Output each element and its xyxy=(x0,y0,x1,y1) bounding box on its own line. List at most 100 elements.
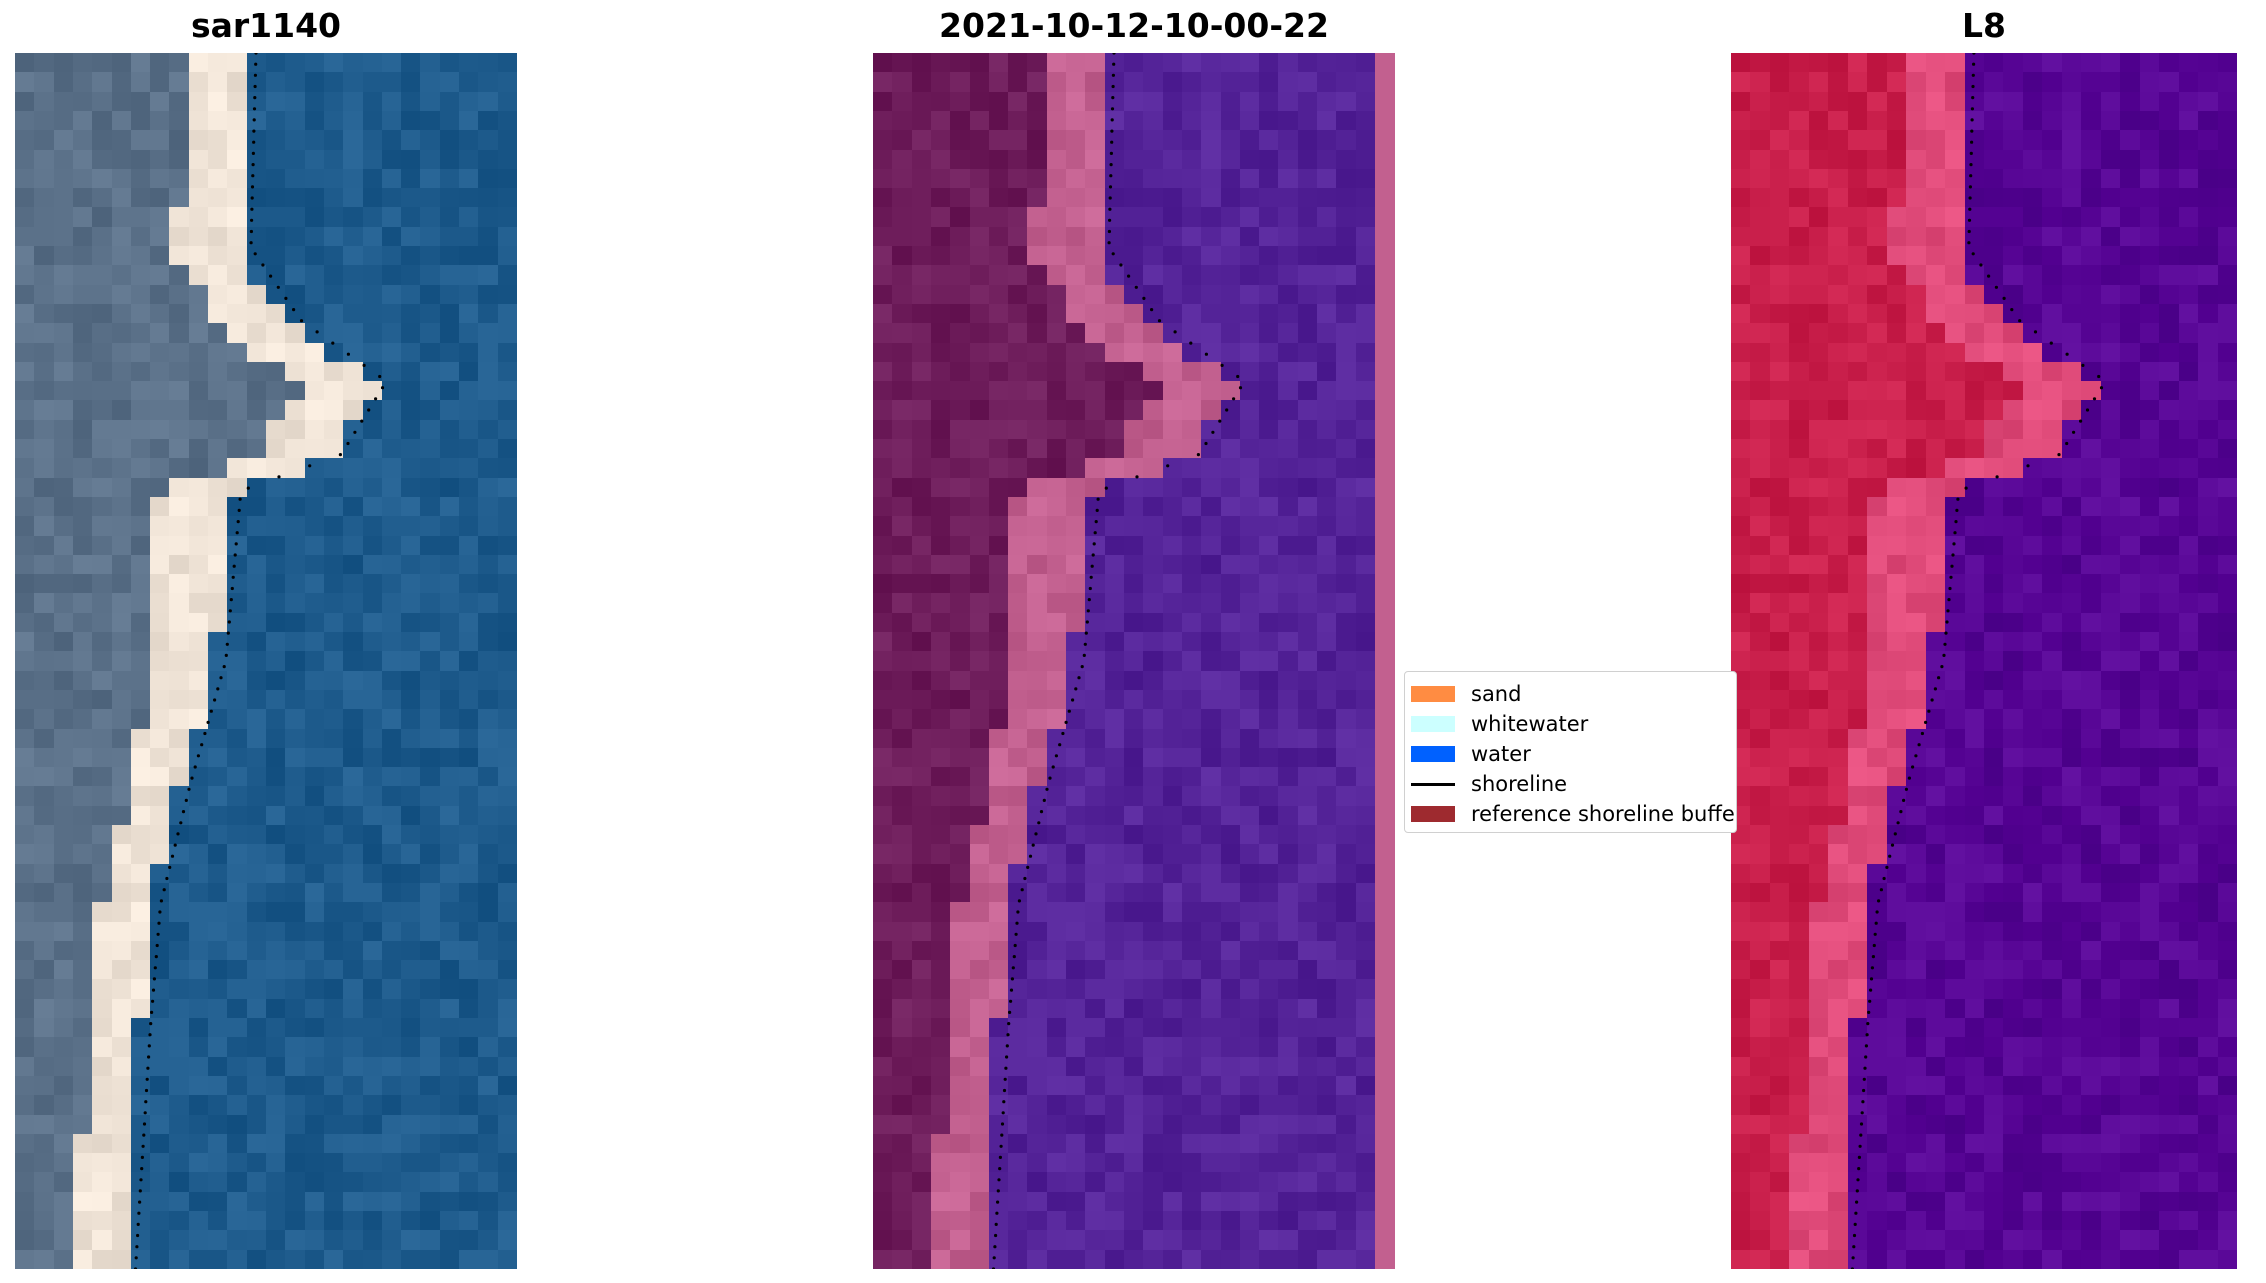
image-pixel xyxy=(53,593,73,613)
image-pixel xyxy=(1336,863,1356,883)
image-pixel xyxy=(285,72,305,92)
image-pixel xyxy=(2198,960,2218,980)
image-pixel xyxy=(1355,805,1375,826)
image-pixel xyxy=(1085,940,1105,961)
image-pixel xyxy=(1336,439,1356,459)
image-pixel xyxy=(930,979,951,999)
image-pixel xyxy=(1847,265,1868,285)
image-pixel xyxy=(1750,226,1770,247)
image-pixel xyxy=(2217,844,2237,864)
shoreline-dot xyxy=(196,754,200,758)
image-pixel xyxy=(15,612,35,633)
image-pixel xyxy=(892,53,912,73)
image-pixel xyxy=(130,168,151,189)
image-pixel xyxy=(1259,1056,1279,1076)
image-pixel xyxy=(2042,709,2062,729)
image-pixel xyxy=(130,535,151,555)
image-pixel xyxy=(1008,960,1028,980)
image-pixel xyxy=(2217,535,2237,555)
image-pixel xyxy=(1046,1172,1067,1192)
image-pixel xyxy=(2100,1114,2121,1134)
image-pixel xyxy=(1066,1172,1086,1192)
image-pixel xyxy=(950,1172,970,1192)
image-pixel xyxy=(53,979,73,999)
image-pixel xyxy=(72,863,93,883)
image-pixel xyxy=(285,1095,305,1115)
image-pixel xyxy=(362,747,382,768)
image-pixel xyxy=(343,1211,363,1231)
image-pixel xyxy=(362,1230,382,1250)
image-pixel xyxy=(169,1075,189,1096)
image-pixel xyxy=(1945,342,1965,362)
image-pixel xyxy=(1983,921,2004,941)
image-pixel xyxy=(2178,1056,2199,1076)
image-pixel xyxy=(1085,516,1105,536)
image-pixel xyxy=(950,574,970,594)
image-pixel xyxy=(2159,149,2179,169)
image-pixel xyxy=(1317,1133,1337,1154)
image-pixel xyxy=(2100,670,2121,690)
image-pixel xyxy=(1808,72,1829,92)
image-pixel xyxy=(1027,1153,1047,1173)
image-pixel xyxy=(497,303,517,324)
image-pixel xyxy=(1867,863,1887,883)
image-pixel xyxy=(1355,612,1375,633)
image-pixel xyxy=(53,709,73,729)
image-pixel xyxy=(2159,709,2179,729)
image-pixel xyxy=(2178,882,2199,903)
image-pixel xyxy=(1162,940,1182,961)
image-pixel xyxy=(188,786,209,806)
image-pixel xyxy=(1317,593,1337,613)
image-pixel xyxy=(1355,439,1375,459)
image-pixel xyxy=(1143,246,1163,266)
image-pixel xyxy=(1181,882,1202,903)
image-pixel xyxy=(188,767,209,787)
image-pixel xyxy=(2081,477,2101,497)
image-pixel xyxy=(1945,1133,1965,1154)
image-pixel xyxy=(1162,1153,1182,1173)
shoreline-dot xyxy=(1013,943,1017,948)
shoreline-dot xyxy=(149,1022,153,1026)
image-pixel xyxy=(1983,670,2004,690)
image-pixel xyxy=(1259,940,1279,961)
image-pixel xyxy=(1297,651,1318,671)
image-pixel xyxy=(2120,844,2140,864)
shoreline-dot xyxy=(251,163,255,167)
image-pixel xyxy=(873,1095,893,1115)
image-pixel xyxy=(34,574,54,594)
image-pixel xyxy=(285,1249,305,1269)
image-pixel xyxy=(246,535,266,555)
shoreline-dot xyxy=(1045,787,1049,791)
image-pixel xyxy=(1046,825,1067,845)
image-pixel xyxy=(1808,323,1829,343)
image-pixel xyxy=(1317,902,1337,922)
image-pixel xyxy=(1750,593,1770,613)
image-pixel xyxy=(2159,458,2179,478)
image-pixel xyxy=(2120,998,2140,1019)
image-pixel xyxy=(343,554,363,575)
image-pixel xyxy=(1220,882,1240,903)
image-pixel xyxy=(1847,632,1868,652)
image-pixel xyxy=(111,844,131,864)
image-pixel xyxy=(1886,458,1907,478)
image-pixel xyxy=(1847,53,1868,73)
image-pixel xyxy=(1847,921,1868,941)
image-pixel xyxy=(2003,805,2023,826)
image-pixel xyxy=(1162,72,1182,92)
image-pixel xyxy=(892,747,912,768)
image-pixel xyxy=(1808,207,1829,227)
image-pixel xyxy=(1201,825,1221,845)
image-pixel xyxy=(1066,477,1086,497)
image-pixel xyxy=(1220,458,1240,478)
image-pixel xyxy=(169,747,189,768)
image-pixel xyxy=(1143,188,1163,208)
image-pixel xyxy=(1123,53,1144,73)
image-pixel xyxy=(1239,1075,1260,1096)
image-pixel xyxy=(265,303,286,324)
image-pixel xyxy=(208,1075,228,1096)
image-pixel xyxy=(1181,168,1202,189)
shoreline-dot xyxy=(250,207,254,211)
image-pixel xyxy=(2217,1133,2237,1154)
image-pixel xyxy=(1336,554,1356,575)
image-pixel xyxy=(2198,882,2218,903)
